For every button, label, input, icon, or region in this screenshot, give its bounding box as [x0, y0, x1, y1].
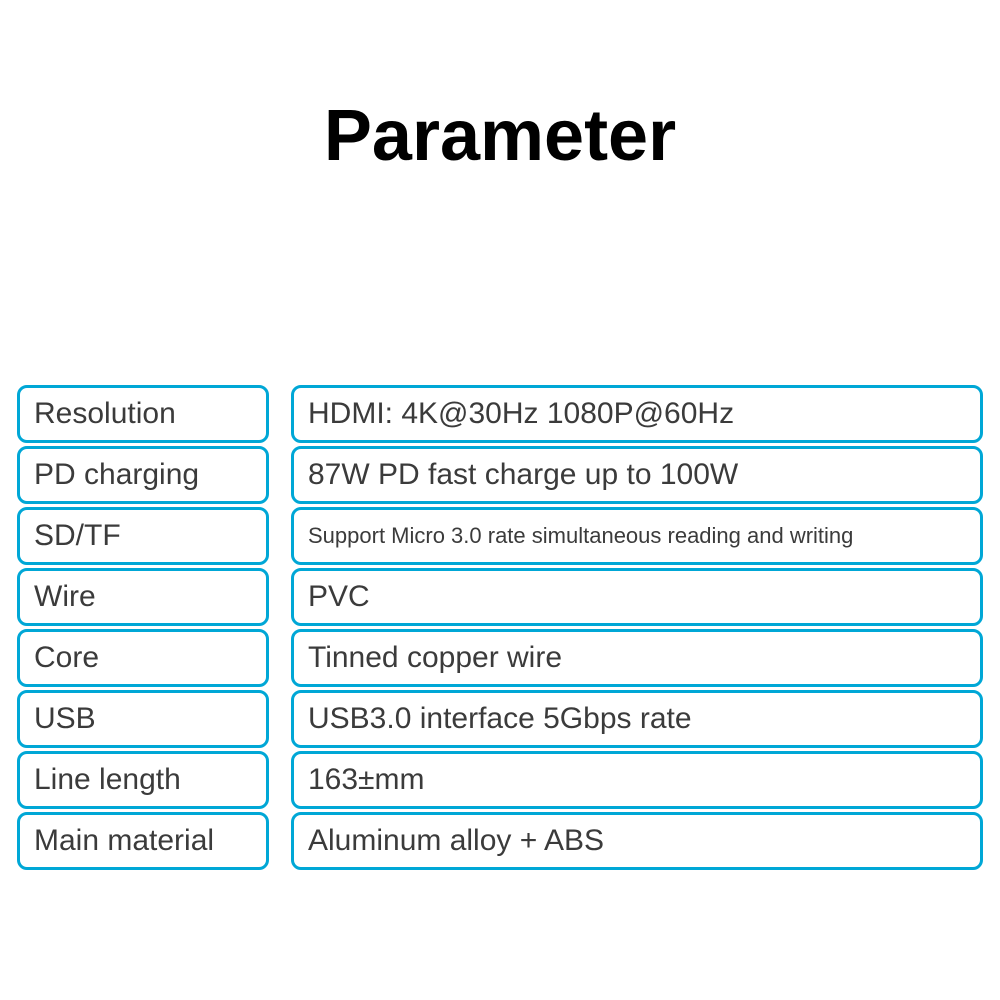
param-value: 87W PD fast charge up to 100W — [291, 446, 983, 504]
param-value: PVC — [291, 568, 983, 626]
param-value: HDMI: 4K@30Hz 1080P@60Hz — [291, 385, 983, 443]
param-label: Resolution — [17, 385, 269, 443]
page-title: Parameter — [0, 0, 1000, 177]
parameter-table: Resolution HDMI: 4K@30Hz 1080P@60Hz PD c… — [17, 385, 983, 873]
param-label: Wire — [17, 568, 269, 626]
param-value: USB3.0 interface 5Gbps rate — [291, 690, 983, 748]
param-value: Tinned copper wire — [291, 629, 983, 687]
param-label: Line length — [17, 751, 269, 809]
param-label: SD/TF — [17, 507, 269, 565]
param-value: Aluminum alloy + ABS — [291, 812, 983, 870]
table-row: Core Tinned copper wire — [17, 629, 983, 687]
table-row: USB USB3.0 interface 5Gbps rate — [17, 690, 983, 748]
param-value: Support Micro 3.0 rate simultaneous read… — [291, 507, 983, 565]
param-label: Core — [17, 629, 269, 687]
param-value: 163±mm — [291, 751, 983, 809]
table-row: Main material Aluminum alloy + ABS — [17, 812, 983, 870]
table-row: Line length 163±mm — [17, 751, 983, 809]
table-row: PD charging 87W PD fast charge up to 100… — [17, 446, 983, 504]
table-row: Resolution HDMI: 4K@30Hz 1080P@60Hz — [17, 385, 983, 443]
table-row: Wire PVC — [17, 568, 983, 626]
table-row: SD/TF Support Micro 3.0 rate simultaneou… — [17, 507, 983, 565]
param-label: USB — [17, 690, 269, 748]
param-label: Main material — [17, 812, 269, 870]
param-label: PD charging — [17, 446, 269, 504]
